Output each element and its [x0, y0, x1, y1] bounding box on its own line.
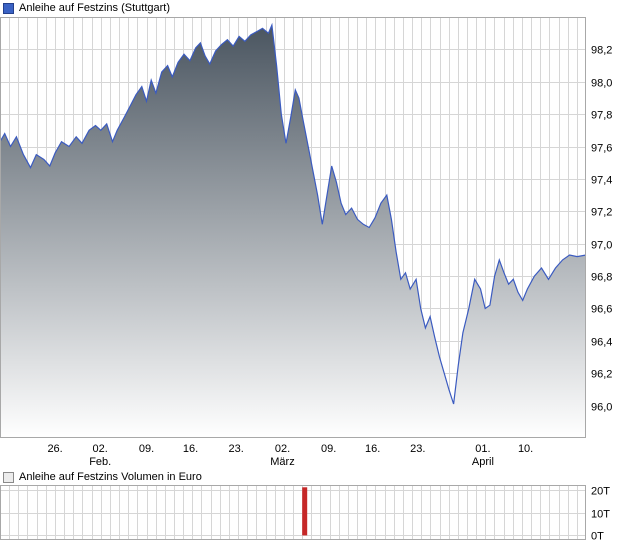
price-x-tick-label: 16. — [365, 443, 380, 455]
volume-y-tick-label: 20T — [591, 486, 610, 498]
price-x-tick-label: 16. — [183, 443, 198, 455]
volume-series-legend-icon — [3, 471, 14, 483]
price-y-tick-label: 96,4 — [591, 337, 612, 349]
price-chart-svg: 98,2 98,0 97,8 97,6 97,4 97,2 97,0 96,8 96,6 96,4… — [0, 17, 612, 468]
price-month-label: April — [472, 456, 494, 468]
price-y-tick-label: 96,8 — [591, 272, 612, 284]
volume-chart: 20T 10T 0T — [0, 485, 620, 545]
price-y-tick-label: 97,2 — [591, 207, 612, 219]
price-y-tick-label: 97,0 — [591, 240, 612, 252]
volume-plot-frame — [0, 485, 586, 540]
price-chart-header: Anleihe auf Festzins (Stuttgart) — [0, 0, 620, 17]
price-chart: 98,2 98,0 97,8 97,6 97,4 97,2 97,0 96,8 96,6 96,4… — [0, 17, 620, 469]
price-x-tick-label: 09. — [139, 443, 154, 455]
price-y-tick-label: 97,8 — [591, 110, 612, 122]
price-x-tick-label: 23. — [229, 443, 244, 455]
price-y-tick-label: 96,0 — [591, 402, 612, 414]
price-y-tick-label: 98,0 — [591, 78, 612, 90]
price-chart-title: Anleihe auf Festzins (Stuttgart) — [19, 2, 171, 14]
price-area-fill — [0, 25, 586, 438]
price-x-tick-label: 02. — [275, 443, 290, 455]
price-x-tick-label: 09. — [321, 443, 336, 455]
price-line — [0, 22, 587, 405]
volume-chart-title: Anleihe auf Festzins Volumen in Euro — [19, 470, 202, 483]
price-y-tick-label: 97,4 — [591, 175, 612, 187]
price-x-tick-label: 23. — [410, 443, 425, 455]
volume-y-axis: 20T 10T 0T — [591, 486, 610, 543]
price-y-tick-label: 96,6 — [591, 304, 612, 316]
volume-chart-header: Anleihe auf Festzins Volumen in Euro — [0, 469, 620, 485]
price-x-tick-label: 10. — [518, 443, 533, 455]
price-series-legend-icon — [3, 3, 14, 14]
price-x-tick-label: 02. — [93, 443, 108, 455]
volume-y-tick-label: 10T — [591, 509, 610, 521]
volume-chart-svg: 20T 10T 0T — [0, 485, 610, 543]
price-month-label: Feb. — [89, 456, 111, 468]
price-y-tick-label: 96,2 — [591, 369, 612, 381]
price-x-tick-label: 01. — [475, 443, 490, 455]
volume-grid — [1, 486, 585, 539]
price-y-tick-label: 97,6 — [591, 143, 612, 155]
price-y-tick-label: 98,2 — [591, 45, 612, 57]
price-y-axis: 98,2 98,0 97,8 97,6 97,4 97,2 97,0 96,8 96,6 96,4… — [591, 45, 612, 414]
price-plot-frame — [0, 17, 586, 438]
volume-y-tick-label: 0T — [591, 531, 604, 543]
price-x-tick-label: 26. — [47, 443, 62, 455]
volume-bar — [302, 487, 308, 536]
price-month-label: März — [270, 456, 294, 468]
